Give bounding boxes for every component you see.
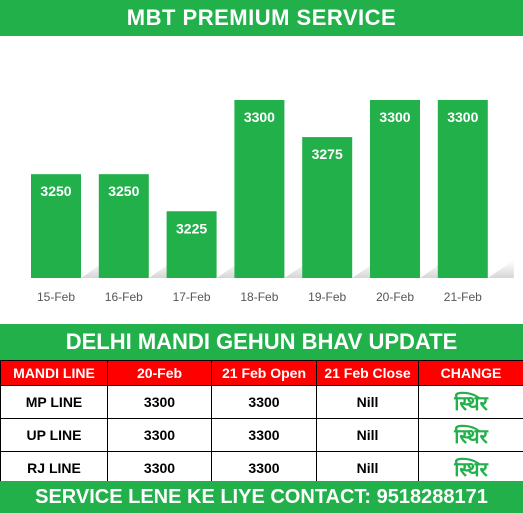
data-label: 3300 [244, 109, 275, 125]
header-mandi-line: MANDI LINE [0, 360, 108, 386]
sub-banner: DELHI MANDI GEHUN BHAV UPDATE [0, 324, 523, 360]
cell-close: Nill [316, 385, 419, 419]
cell-change: स्थिर [418, 451, 523, 485]
top-banner: MBT PREMIUM SERVICE [0, 0, 523, 36]
table-row: UP LINE 3300 3300 Nill स्थिर [0, 418, 523, 452]
bar-chart-svg: 3250 3250 3225 3300 3275 3300 3300 15-Feb 16-Fe… [31, 100, 514, 304]
cell-open: 3300 [211, 451, 317, 485]
cell-change: स्थिर [418, 385, 523, 419]
bar-18-Feb [234, 100, 285, 278]
data-label: 3250 [108, 183, 139, 199]
bottom-banner: SERVICE LENE KE LIYE CONTACT: 9518288171 [0, 481, 523, 513]
cell-prev: 3300 [107, 418, 212, 452]
x-tick-label: 17-Feb [173, 290, 211, 304]
contact-text: SERVICE LENE KE LIYE CONTACT: 9518288171 [35, 485, 488, 508]
data-label: 3300 [379, 109, 410, 125]
header-prev-date: 20-Feb [107, 360, 212, 386]
bar-21-Feb [437, 100, 488, 278]
cell-prev: 3300 [107, 451, 212, 485]
bar-17-Feb [166, 211, 217, 278]
cell-open: 3300 [211, 418, 317, 452]
table-header-row: MANDI LINE 20-Feb 21 Feb Open 21 Feb Clo… [0, 360, 523, 386]
cell-change: स्थिर [418, 418, 523, 452]
x-tick-label: 15-Feb [37, 290, 75, 304]
data-label: 3225 [176, 220, 207, 236]
cell-line: RJ LINE [0, 451, 108, 485]
cell-prev: 3300 [107, 385, 212, 419]
bar-19-Feb [302, 137, 353, 278]
x-tick-label: 21-Feb [444, 290, 482, 304]
table-row: MP LINE 3300 3300 Nill स्थिर [0, 385, 523, 419]
x-tick-label: 16-Feb [105, 290, 143, 304]
cell-open: 3300 [211, 385, 317, 419]
data-label: 3300 [447, 109, 478, 125]
data-label: 3275 [312, 146, 343, 162]
price-chart: 3250 3250 3225 3300 3275 3300 3300 15-Feb 16-Fe… [0, 36, 523, 324]
cell-line: MP LINE [0, 385, 108, 419]
header-change: CHANGE [418, 360, 523, 386]
cell-close: Nill [316, 418, 419, 452]
bar-15-Feb [31, 174, 81, 278]
header-open: 21 Feb Open [211, 360, 317, 386]
bar-20-Feb [370, 100, 420, 278]
bhav-table: MANDI LINE 20-Feb 21 Feb Open 21 Feb Clo… [0, 360, 523, 485]
header-close: 21 Feb Close [316, 360, 419, 386]
x-tick-label: 18-Feb [240, 290, 278, 304]
page-title: MBT PREMIUM SERVICE [126, 5, 397, 30]
cell-close: Nill [316, 451, 419, 485]
x-tick-label: 19-Feb [308, 290, 346, 304]
x-tick-label: 20-Feb [376, 290, 414, 304]
bar-16-Feb [98, 174, 149, 278]
data-label: 3250 [40, 183, 71, 199]
table-row: RJ LINE 3300 3300 Nill स्थिर [0, 451, 523, 485]
section-title: DELHI MANDI GEHUN BHAV UPDATE [65, 329, 458, 354]
cell-line: UP LINE [0, 418, 108, 452]
bar-shadow [487, 260, 514, 278]
